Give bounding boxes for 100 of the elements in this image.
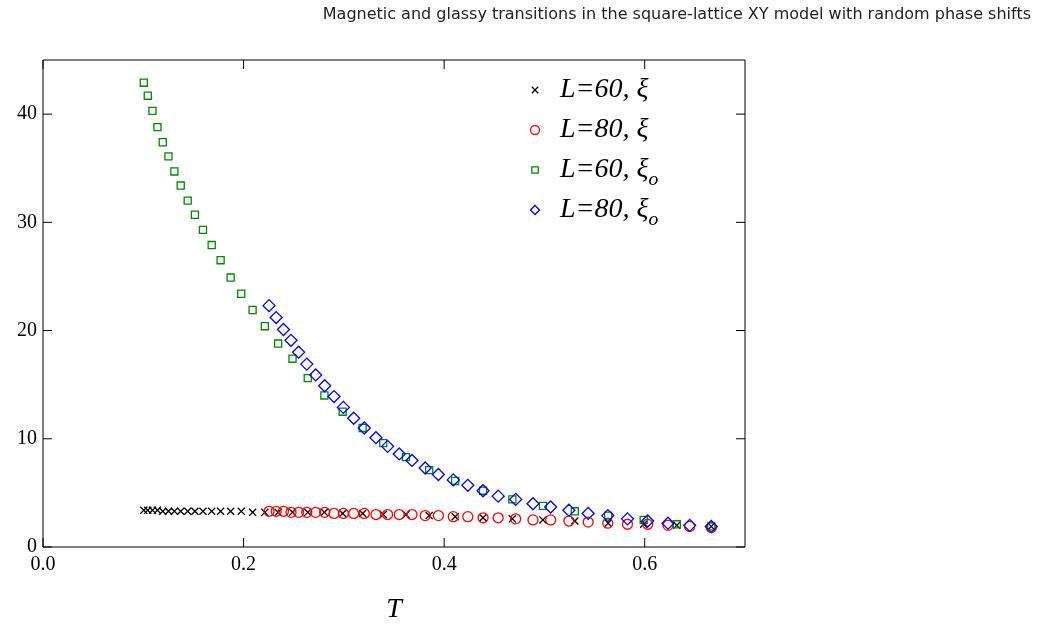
point <box>562 503 576 517</box>
point <box>527 514 539 526</box>
legend-label: L=60, ξ <box>559 72 649 104</box>
point <box>446 473 460 487</box>
point <box>380 439 395 453</box>
point <box>158 138 167 147</box>
point <box>207 240 216 250</box>
point <box>401 452 411 462</box>
point <box>148 506 157 515</box>
point <box>639 515 648 525</box>
point <box>621 518 634 530</box>
x-tick-label: 0.4 <box>431 552 457 575</box>
point <box>310 506 322 519</box>
y-tick-label: 30 <box>17 209 37 232</box>
point <box>538 515 548 525</box>
point <box>248 508 257 517</box>
point <box>419 509 431 522</box>
legend-label: L=80, ξ <box>559 112 649 144</box>
point <box>260 322 270 331</box>
point <box>248 305 257 315</box>
point <box>462 511 474 523</box>
point <box>263 505 275 517</box>
point <box>284 333 298 347</box>
point <box>303 373 312 383</box>
point <box>538 501 548 511</box>
x-axis-title: T <box>386 591 405 623</box>
point <box>370 508 382 521</box>
point <box>143 91 152 100</box>
point <box>176 507 185 516</box>
point <box>139 78 148 87</box>
point <box>431 467 446 482</box>
point <box>425 465 434 475</box>
point <box>164 152 173 161</box>
chart-title: Magnetic and glassy transitions in the square-lattice XY model with random phase shifts <box>322 4 1031 23</box>
point <box>393 508 405 521</box>
point <box>418 461 432 475</box>
point <box>153 122 162 132</box>
point <box>176 181 185 190</box>
point <box>226 507 235 516</box>
y-tick-label: 20 <box>17 317 37 340</box>
point <box>276 322 291 337</box>
point <box>570 507 579 516</box>
point <box>291 345 306 359</box>
point <box>190 507 200 516</box>
point <box>379 510 388 519</box>
point <box>139 506 148 515</box>
point <box>183 507 192 516</box>
point <box>642 518 654 530</box>
point <box>198 225 208 235</box>
point <box>309 368 323 382</box>
point <box>508 514 517 524</box>
point <box>273 339 283 348</box>
point <box>148 106 157 116</box>
point <box>216 507 225 516</box>
point <box>492 512 504 524</box>
y-tick-label: 40 <box>17 101 37 124</box>
point <box>425 511 434 520</box>
point <box>357 421 371 435</box>
point <box>432 509 445 522</box>
point <box>405 453 419 468</box>
point <box>392 447 406 461</box>
x-tick-label: 0.2 <box>231 552 257 575</box>
point <box>381 508 394 521</box>
point <box>320 391 329 400</box>
point <box>269 310 283 325</box>
point <box>406 508 418 521</box>
point <box>581 506 595 521</box>
point <box>292 506 305 519</box>
point <box>207 507 216 516</box>
point <box>526 497 540 511</box>
point <box>347 411 361 425</box>
point <box>143 506 152 515</box>
point <box>491 489 505 503</box>
point <box>288 354 297 363</box>
point <box>216 256 225 265</box>
point <box>336 400 351 415</box>
point <box>348 507 360 520</box>
point <box>153 506 162 515</box>
point <box>544 500 558 514</box>
point <box>237 289 246 298</box>
point <box>226 273 235 282</box>
point <box>237 507 246 516</box>
point <box>641 514 655 528</box>
point <box>450 476 460 486</box>
point <box>582 516 594 528</box>
point <box>327 389 341 404</box>
point <box>190 210 200 219</box>
point <box>369 431 383 445</box>
point <box>510 513 522 525</box>
point <box>262 299 276 313</box>
point <box>328 507 340 520</box>
point <box>277 505 290 517</box>
x-tick-label: 0.6 <box>632 552 658 575</box>
point <box>401 510 411 519</box>
point <box>318 379 332 393</box>
point <box>570 516 579 526</box>
point <box>620 512 635 526</box>
point <box>170 167 179 176</box>
point <box>170 507 179 516</box>
point <box>509 492 523 507</box>
